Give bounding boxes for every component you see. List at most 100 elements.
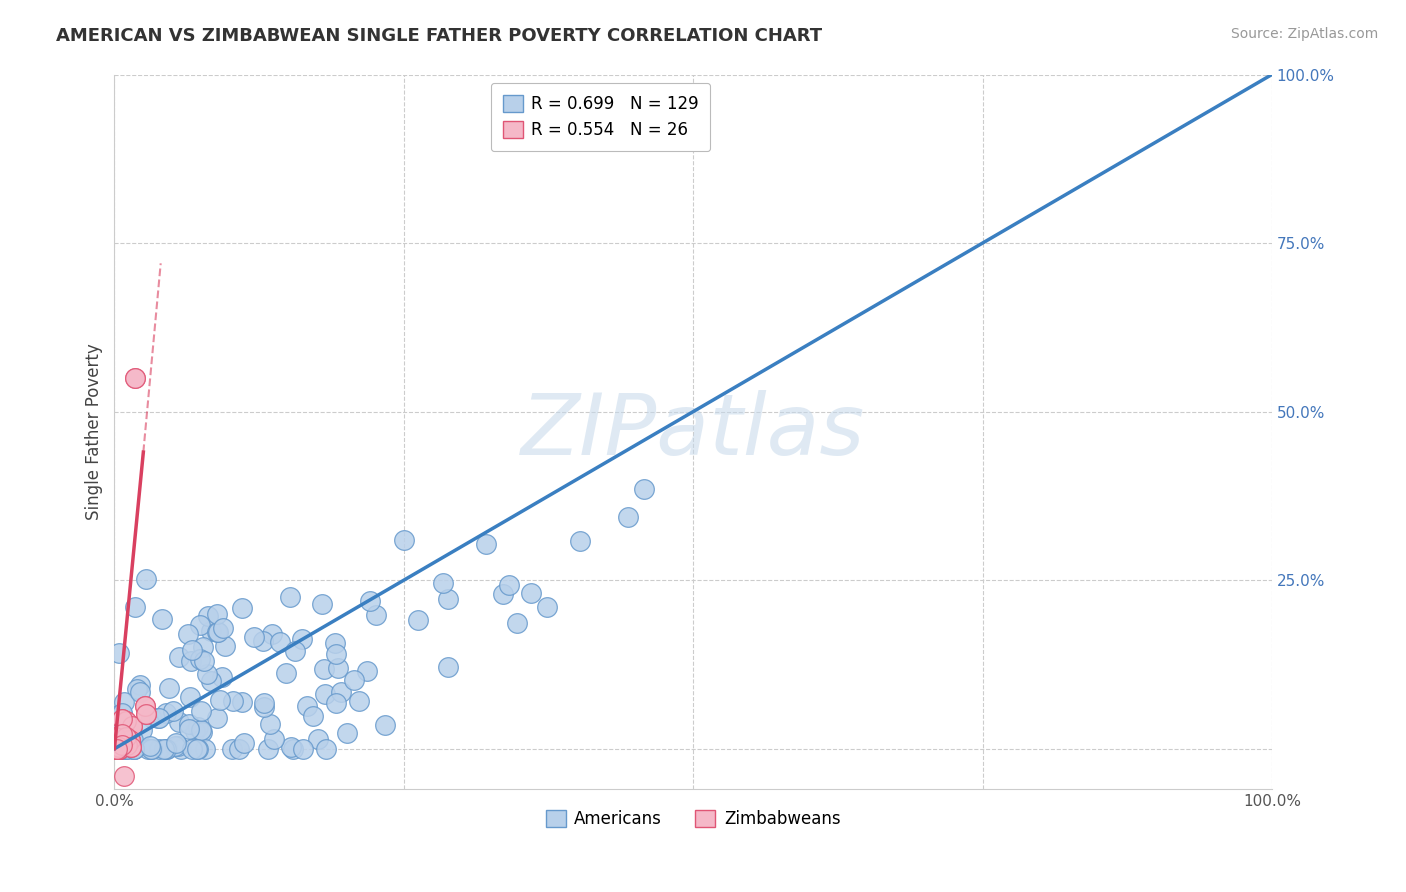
- Point: [231, 695, 253, 709]
- Point: [108, 739, 131, 754]
- Point: [193, 741, 215, 756]
- Point: [492, 587, 515, 601]
- Point: [104, 741, 127, 756]
- Point: [200, 674, 222, 689]
- Point: [111, 738, 134, 752]
- Point: [107, 740, 129, 755]
- Point: [180, 741, 202, 756]
- Point: [328, 661, 350, 675]
- Point: [111, 706, 134, 721]
- Point: [108, 739, 131, 754]
- Point: [373, 718, 395, 732]
- Point: [112, 695, 135, 709]
- Point: [162, 704, 184, 718]
- Point: [366, 608, 388, 623]
- Point: [120, 740, 142, 755]
- Point: [108, 741, 131, 756]
- Point: [105, 741, 128, 756]
- Point: [114, 741, 136, 756]
- Point: [252, 633, 274, 648]
- Point: [186, 741, 208, 756]
- Point: [107, 740, 129, 755]
- Point: [139, 741, 162, 756]
- Point: [243, 630, 266, 644]
- Point: [165, 736, 187, 750]
- Point: [150, 612, 173, 626]
- Point: [141, 741, 163, 756]
- Point: [475, 537, 498, 551]
- Point: [108, 741, 131, 756]
- Point: [325, 696, 347, 710]
- Point: [104, 709, 127, 723]
- Point: [207, 625, 229, 640]
- Point: [209, 693, 232, 707]
- Text: ZIPatlas: ZIPatlas: [522, 391, 865, 474]
- Point: [183, 724, 205, 739]
- Point: [342, 673, 364, 687]
- Point: [498, 578, 520, 592]
- Point: [111, 738, 134, 752]
- Point: [263, 731, 285, 746]
- Point: [104, 730, 127, 744]
- Point: [221, 741, 243, 756]
- Point: [295, 698, 318, 713]
- Point: [157, 681, 180, 695]
- Point: [115, 738, 138, 752]
- Point: [166, 739, 188, 753]
- Point: [233, 736, 256, 750]
- Point: [148, 741, 170, 756]
- Point: [104, 741, 127, 756]
- Point: [135, 706, 157, 721]
- Point: [122, 733, 145, 747]
- Point: [191, 724, 214, 739]
- Point: [506, 616, 529, 631]
- Point: [329, 685, 352, 699]
- Point: [177, 722, 200, 736]
- Point: [222, 694, 245, 708]
- Point: [163, 739, 186, 753]
- Point: [114, 730, 136, 744]
- Y-axis label: Single Father Poverty: Single Father Poverty: [86, 343, 103, 520]
- Point: [291, 741, 314, 756]
- Text: Source: ZipAtlas.com: Source: ZipAtlas.com: [1230, 27, 1378, 41]
- Point: [118, 733, 141, 747]
- Point: [153, 741, 176, 756]
- Point: [104, 741, 127, 756]
- Point: [207, 711, 229, 725]
- Point: [253, 696, 276, 710]
- Point: [134, 699, 156, 714]
- Point: [111, 712, 134, 726]
- Point: [107, 741, 129, 756]
- Point: [325, 647, 347, 661]
- Point: [406, 613, 429, 627]
- Point: [205, 607, 228, 621]
- Point: [121, 719, 143, 733]
- Point: [356, 664, 378, 678]
- Point: [269, 635, 291, 649]
- Point: [112, 738, 135, 752]
- Point: [214, 640, 236, 654]
- Point: [520, 585, 543, 599]
- Point: [134, 699, 156, 714]
- Point: [155, 741, 177, 756]
- Point: [129, 685, 152, 699]
- Point: [122, 741, 145, 756]
- Point: [436, 660, 458, 674]
- Point: [104, 733, 127, 747]
- Legend: Americans, Zimbabweans: Americans, Zimbabweans: [540, 803, 846, 835]
- Point: [148, 711, 170, 725]
- Point: [278, 590, 301, 604]
- Point: [170, 741, 193, 756]
- Point: [167, 649, 190, 664]
- Point: [274, 666, 297, 681]
- Point: [177, 716, 200, 731]
- Point: [115, 738, 138, 752]
- Point: [136, 741, 159, 756]
- Point: [155, 706, 177, 720]
- Point: [259, 716, 281, 731]
- Point: [112, 769, 135, 783]
- Point: [112, 741, 135, 756]
- Point: [120, 732, 142, 747]
- Point: [120, 740, 142, 755]
- Point: [211, 621, 233, 635]
